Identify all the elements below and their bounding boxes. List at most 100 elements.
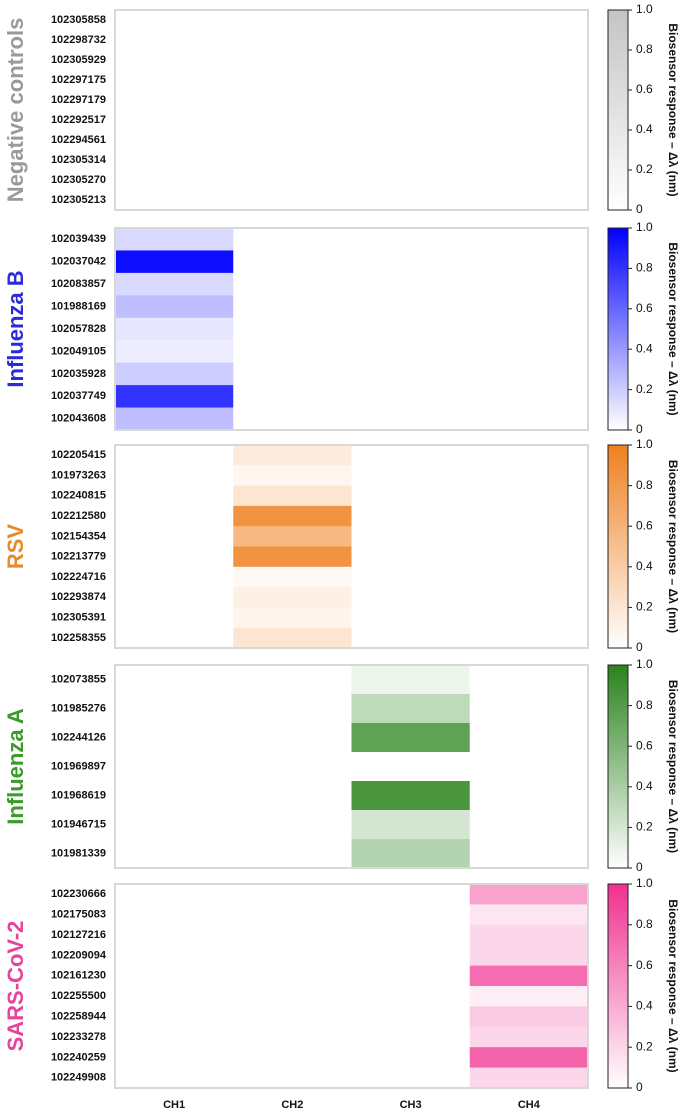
heatmap-cell (351, 526, 471, 547)
heatmap-cell (233, 170, 352, 191)
heatmap-cell (351, 30, 471, 51)
heatmap-cell (115, 250, 234, 274)
colorbar-tick-label: 0 (636, 202, 643, 216)
heatmap-cell (115, 627, 234, 649)
panel-frame (114, 664, 589, 869)
heatmap-cell (351, 317, 471, 341)
heatmap-cell (351, 781, 471, 811)
heatmap-cell (351, 250, 471, 274)
panel-frame (114, 883, 589, 1089)
heatmap-cell (469, 150, 589, 171)
colorbar-tick-label: 0.2 (636, 1039, 653, 1053)
heatmap-cell (351, 945, 471, 966)
heatmap-cell (233, 30, 352, 51)
column-label: CH4 (518, 1099, 541, 1111)
row-label: 101969897 (51, 760, 106, 772)
heatmap-cell (233, 781, 352, 811)
heatmap-cell (351, 587, 471, 608)
heatmap-cell (115, 110, 234, 131)
heatmap-cell (469, 130, 589, 151)
heatmap-cell (115, 505, 234, 527)
heatmap-cell (469, 694, 589, 724)
heatmap-cell (351, 505, 471, 527)
row-label: 102083857 (51, 278, 106, 290)
heatmap-cell (115, 190, 234, 211)
heatmap-cell (115, 130, 234, 151)
heatmap-cell (233, 884, 352, 905)
heatmap-cell (351, 810, 471, 840)
heatmap-cell (115, 385, 234, 408)
heatmap-cell (469, 295, 589, 319)
row-label: 102297175 (51, 74, 106, 86)
heatmap-cell (115, 70, 234, 91)
heatmap-cell (233, 50, 352, 71)
heatmap-cell (351, 1006, 471, 1028)
row-label: 102224716 (51, 571, 106, 583)
heatmap-cell (469, 752, 589, 782)
heatmap-cell (115, 10, 234, 31)
colorbar-tick-label: 0.4 (636, 559, 653, 573)
heatmap-cell (351, 50, 471, 71)
heatmap-cell (469, 781, 589, 811)
heatmap-cell (233, 10, 352, 31)
heatmap-cell (351, 884, 471, 905)
colorbar-tick-label: 0.6 (636, 301, 653, 315)
group-label: SARS-CoV-2 (3, 921, 28, 1052)
heatmap-cell (469, 110, 589, 131)
heatmap-cell (115, 986, 234, 1007)
row-label: 102037749 (51, 390, 106, 402)
heatmap-cell (351, 170, 471, 191)
row-label: 102154354 (51, 530, 107, 542)
heatmap-cell (233, 904, 352, 926)
heatmap-cell (351, 965, 471, 987)
heatmap-cell (469, 904, 589, 926)
row-label: 102057828 (51, 323, 106, 335)
heatmap-cell (469, 665, 589, 695)
row-label: 102037042 (51, 256, 106, 268)
heatmap-cell (233, 587, 352, 608)
heatmap-cell (351, 546, 471, 568)
heatmap-cell (469, 340, 589, 363)
heatmap-cell (115, 694, 234, 724)
row-label: 101988169 (51, 300, 106, 312)
colorbar-title: Biosensor response – Δλ (nm) (666, 242, 680, 415)
heatmap-cell (115, 150, 234, 171)
row-label: 102258944 (51, 1011, 107, 1023)
row-label: 101981339 (51, 847, 106, 859)
heatmap-cell (115, 340, 234, 363)
heatmap-cell (351, 70, 471, 91)
heatmap-cell (115, 945, 234, 966)
heatmap-cell (469, 465, 589, 486)
colorbar-tick-label: 0.4 (636, 999, 653, 1013)
heatmap-cell (469, 272, 589, 296)
heatmap-cell (351, 904, 471, 926)
heatmap-cell (115, 723, 234, 753)
heatmap-cell (351, 752, 471, 782)
colorbar-tick-label: 0 (636, 640, 643, 654)
heatmap-cell (233, 485, 352, 507)
heatmap-cell (115, 295, 234, 319)
colorbar-tick-label: 0.2 (636, 600, 653, 614)
heatmap-cell (233, 1067, 352, 1089)
row-label: 102035928 (51, 368, 106, 380)
heatmap-cell (351, 665, 471, 695)
heatmap-cell (233, 839, 352, 869)
colorbar-tick-label: 0.6 (636, 518, 653, 532)
heatmap-cell (233, 295, 352, 319)
heatmap-cell (351, 10, 471, 31)
heatmap-cell (115, 30, 234, 51)
heatmap-cell (469, 546, 589, 568)
heatmap-cell (233, 986, 352, 1007)
row-label: 102043608 (51, 413, 106, 425)
heatmap-cell (469, 362, 589, 386)
heatmap-cell (469, 10, 589, 31)
heatmap-cell (351, 362, 471, 386)
colorbar (607, 9, 629, 211)
heatmap-cell (351, 607, 471, 628)
heatmap-cell (115, 1006, 234, 1028)
heatmap-cell (351, 627, 471, 649)
row-label: 101985276 (51, 702, 106, 714)
colorbar (607, 444, 629, 649)
panel-frame (114, 444, 589, 649)
row-label: 102258355 (51, 632, 106, 644)
